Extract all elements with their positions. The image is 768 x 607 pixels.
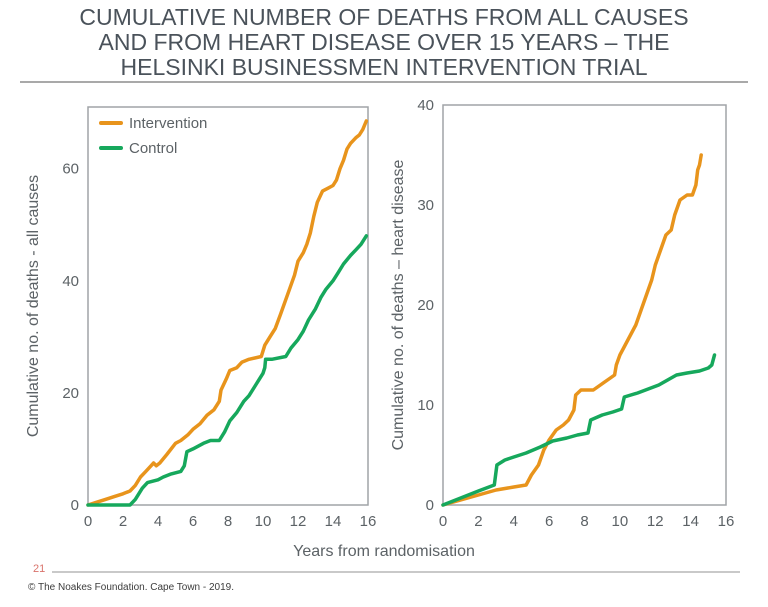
series-line-control bbox=[441, 353, 717, 507]
footer-divider bbox=[52, 571, 740, 573]
series-line-intervention bbox=[86, 119, 369, 507]
x-tick-label: 0 bbox=[439, 513, 447, 530]
series-line-control bbox=[86, 234, 369, 507]
x-tick-label: 0 bbox=[84, 513, 92, 530]
x-tick-label: 6 bbox=[545, 513, 553, 530]
slide-title-line-2: AND FROM HEART DISEASE OVER 15 YEARS – T… bbox=[98, 29, 670, 55]
x-tick-label: 2 bbox=[119, 513, 127, 530]
y-tick-label: 40 bbox=[62, 273, 79, 290]
x-tick-label: 12 bbox=[647, 513, 664, 530]
chart-all-causes: 0 20 40 60 0 2 4 6 8 10 12 14 16 Cumulative no. of de… bbox=[25, 106, 377, 530]
x-tick-label: 8 bbox=[224, 513, 232, 530]
x-tick-label: 4 bbox=[510, 513, 518, 530]
x-tick-label: 10 bbox=[612, 513, 629, 530]
x-tick-label: 4 bbox=[154, 513, 162, 530]
x-tick-label: 10 bbox=[255, 513, 272, 530]
legend-label-control: Control bbox=[129, 140, 177, 157]
page-number: 21 bbox=[33, 563, 46, 575]
title-divider bbox=[20, 81, 748, 83]
plot-border bbox=[87, 106, 369, 506]
x-tick-label: 8 bbox=[580, 513, 588, 530]
y-tick-label: 20 bbox=[417, 297, 434, 314]
slide-title-line-3: HELSINKI BUSINESSMEN INTERVENTION TRIAL bbox=[120, 54, 648, 80]
x-tick-label: 14 bbox=[325, 513, 342, 530]
x-tick-label: 14 bbox=[682, 513, 699, 530]
chart-heart-disease: 0 10 20 30 40 0 2 4 6 8 10 12 14 16 Cumulative no. of … bbox=[390, 97, 735, 530]
y-tick-label: 10 bbox=[417, 397, 434, 414]
slide-title-line-1: CUMULATIVE NUMBER OF DEATHS FROM ALL CAU… bbox=[79, 4, 689, 30]
y-tick-label: 20 bbox=[62, 385, 79, 402]
x-tick-label: 2 bbox=[474, 513, 482, 530]
y-axis-label: Cumulative no. of deaths - all causes bbox=[25, 175, 42, 437]
y-tick-label: 60 bbox=[62, 161, 79, 178]
x-tick-label: 16 bbox=[360, 513, 377, 530]
x-axis-label: Years from randomisation bbox=[293, 543, 475, 560]
y-tick-label: 40 bbox=[417, 97, 434, 114]
series-line-intervention bbox=[441, 153, 703, 507]
legend-label-intervention: Intervention bbox=[129, 115, 207, 132]
slide-title: CUMULATIVE NUMBER OF DEATHS FROM ALL CAU… bbox=[0, 5, 768, 80]
copyright-text: © The Noakes Foundation. Cape Town - 201… bbox=[28, 582, 235, 593]
y-tick-label: 30 bbox=[417, 197, 434, 214]
y-tick-label: 0 bbox=[71, 497, 79, 514]
x-tick-label: 12 bbox=[290, 513, 307, 530]
plot-border bbox=[442, 104, 727, 506]
x-tick-label: 6 bbox=[189, 513, 197, 530]
y-axis-label: Cumulative no. of deaths – heart disease bbox=[390, 159, 407, 450]
y-tick-label: 0 bbox=[426, 497, 434, 514]
x-tick-label: 16 bbox=[718, 513, 735, 530]
